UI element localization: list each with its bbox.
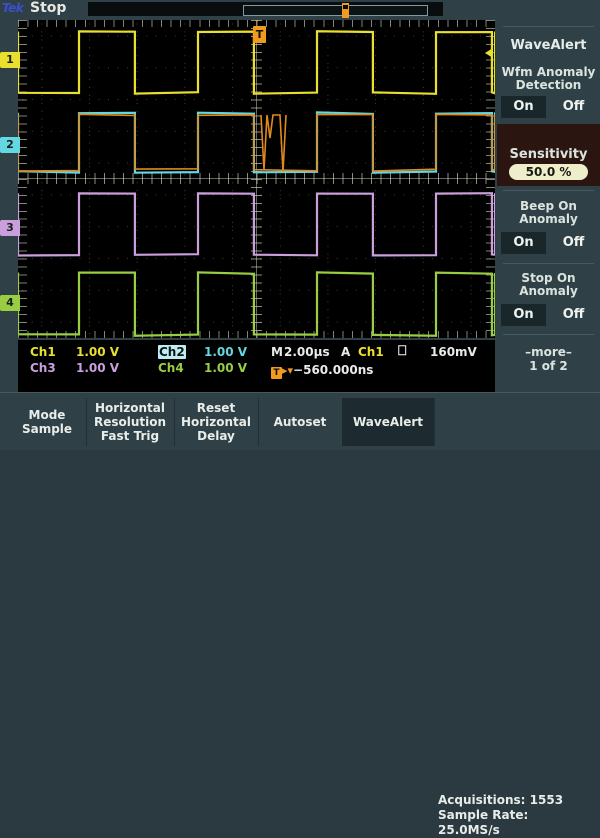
- side-menu-divider-beep: [503, 190, 594, 191]
- beep-anomaly-onoff: On Off: [501, 232, 596, 254]
- side-menu-divider-more: [503, 334, 594, 335]
- readout-ch3-scale: 1.00 V: [76, 361, 119, 375]
- beep-anomaly-on-button[interactable]: On: [501, 232, 546, 254]
- menu-group-beep-on-anomaly: Beep On Anomaly: [497, 200, 600, 226]
- waveform-traces: [18, 20, 495, 338]
- trigger-position-triangle[interactable]: [251, 20, 263, 22]
- trace-ch4: [18, 272, 495, 335]
- bottom-menu-autoset[interactable]: Autoset: [258, 398, 343, 446]
- top-status-bar: Tek Stop: [0, 0, 600, 18]
- delay-t-badge: T: [271, 367, 282, 379]
- anomaly-glitch-spike: [261, 115, 286, 172]
- more-pages-button[interactable]: –more– 1 of 2: [497, 345, 600, 373]
- readout-ch3-label: Ch3: [30, 361, 56, 375]
- beep-anomaly-off-button[interactable]: Off: [551, 232, 596, 254]
- trace-ch2: [18, 112, 495, 172]
- stop-anomaly-onoff: On Off: [501, 304, 596, 326]
- wfm-anomaly-onoff: On Off: [501, 96, 596, 118]
- acquisition-status: Acquisitions: 1553 Sample Rate: 25.0MS/s: [438, 793, 563, 838]
- bottom-menu-reset-horizontal-delay[interactable]: Reset Horizontal Delay: [174, 398, 259, 446]
- tek-logo: Tek: [2, 1, 23, 15]
- stop-anomaly-off-button[interactable]: Off: [551, 304, 596, 326]
- trace-ch3: [18, 193, 495, 255]
- more-label: –more–: [497, 345, 600, 359]
- readout-trigger-slot: A: [341, 345, 350, 359]
- sample-rate-label: Sample Rate:: [438, 808, 563, 823]
- bottom-menu-bar: Mode Sample Horizontal Resolution Fast T…: [0, 395, 600, 450]
- menu-group-stop-on-anomaly: Stop On Anomaly: [497, 272, 600, 298]
- stop-anomaly-label-line2: Anomaly: [497, 285, 600, 298]
- side-menu-title: WaveAlert: [497, 38, 600, 53]
- bottom-menu-hres-line2: Resolution: [94, 415, 166, 429]
- waveform-graticule[interactable]: T: [18, 20, 495, 338]
- stop-anomaly-on-button[interactable]: On: [501, 304, 546, 326]
- wfm-anomaly-on-button[interactable]: On: [501, 96, 546, 118]
- menu-group-wfm-anomaly-detection: Wfm Anomaly Detection: [497, 66, 600, 92]
- more-page-indicator: 1 of 2: [497, 359, 600, 373]
- record-view-window[interactable]: [243, 5, 428, 16]
- wfm-anomaly-label-line2: Detection: [497, 79, 600, 92]
- channel-marker-ch1[interactable]: 1: [0, 52, 20, 68]
- readout-trigger-source: Ch1: [358, 345, 384, 359]
- bottom-menu-mode-line2: Sample: [22, 422, 72, 436]
- bottom-menu-hres-line3: Fast Trig: [94, 429, 166, 443]
- side-menu: WaveAlert Wfm Anomaly Detection On Off S…: [497, 20, 600, 392]
- sensitivity-value-field[interactable]: 50.0 %: [509, 164, 588, 180]
- bottom-menu-horizontal-resolution[interactable]: Horizontal Resolution Fast Trig: [86, 398, 175, 446]
- run-state-label: Stop: [30, 0, 66, 16]
- bottom-menu-autoset-label: Autoset: [274, 415, 327, 429]
- readout-delay: T ▸▾−560.000ns: [271, 363, 373, 379]
- readout-ch1-label: Ch1: [30, 345, 56, 359]
- trigger-marker-icon[interactable]: T: [253, 26, 266, 43]
- bottom-menu-hres-line1: Horizontal: [94, 401, 166, 415]
- bottom-menu-mode-line1: Mode: [22, 408, 72, 422]
- oscilloscope-screen: Tek Stop T: [0, 0, 600, 450]
- bottom-menu-wavealert[interactable]: WaveAlert: [342, 398, 435, 446]
- readout-ch4-label: Ch4: [158, 361, 184, 375]
- acquisitions-count: Acquisitions: 1553: [438, 793, 563, 808]
- readout-ch4-scale: 1.00 V: [204, 361, 247, 375]
- trigger-slope-icon: ⎕: [398, 343, 406, 359]
- bottom-menu-reset-line1: Reset: [181, 401, 251, 415]
- readout-timebase-mode: M: [271, 345, 283, 359]
- beep-anomaly-label-line2: Anomaly: [497, 213, 600, 226]
- bottom-menu-divider: [0, 392, 600, 393]
- record-overview-strip[interactable]: [88, 2, 443, 16]
- readout-ch2-label[interactable]: Ch2: [158, 345, 186, 359]
- channel-marker-ch2[interactable]: 2: [0, 137, 20, 153]
- readout-ch2-scale: 1.00 V: [204, 345, 247, 359]
- bottom-menu-reset-line2: Horizontal: [181, 415, 251, 429]
- wfm-anomaly-off-button[interactable]: Off: [551, 96, 596, 118]
- sensitivity-label: Sensitivity: [497, 148, 600, 161]
- sample-rate-value: 25.0MS/s: [438, 823, 563, 838]
- channel-marker-ch4[interactable]: 4: [0, 295, 20, 311]
- channel-marker-ch3[interactable]: 3: [0, 220, 20, 236]
- trigger-level-arrow-icon[interactable]: [485, 48, 493, 58]
- record-trigger-position-icon[interactable]: [342, 3, 349, 18]
- readout-delay-value: −560.000ns: [293, 363, 373, 377]
- readout-time-per-div: 2.00µs: [284, 345, 330, 359]
- readout-area: Ch1 1.00 V Ch2 1.00 V Ch3 1.00 V Ch4 1.0…: [18, 340, 495, 392]
- side-menu-divider-stop: [503, 263, 594, 264]
- readout-trigger-level: 160mV: [430, 345, 477, 359]
- trace-ch2-anomaly-overlay: [18, 114, 495, 171]
- bottom-menu-reset-line3: Delay: [181, 429, 251, 443]
- side-menu-divider-top: [503, 26, 594, 27]
- bottom-menu-mode[interactable]: Mode Sample: [8, 398, 87, 446]
- bottom-menu-wavealert-label: WaveAlert: [353, 415, 423, 429]
- readout-ch1-scale: 1.00 V: [76, 345, 119, 359]
